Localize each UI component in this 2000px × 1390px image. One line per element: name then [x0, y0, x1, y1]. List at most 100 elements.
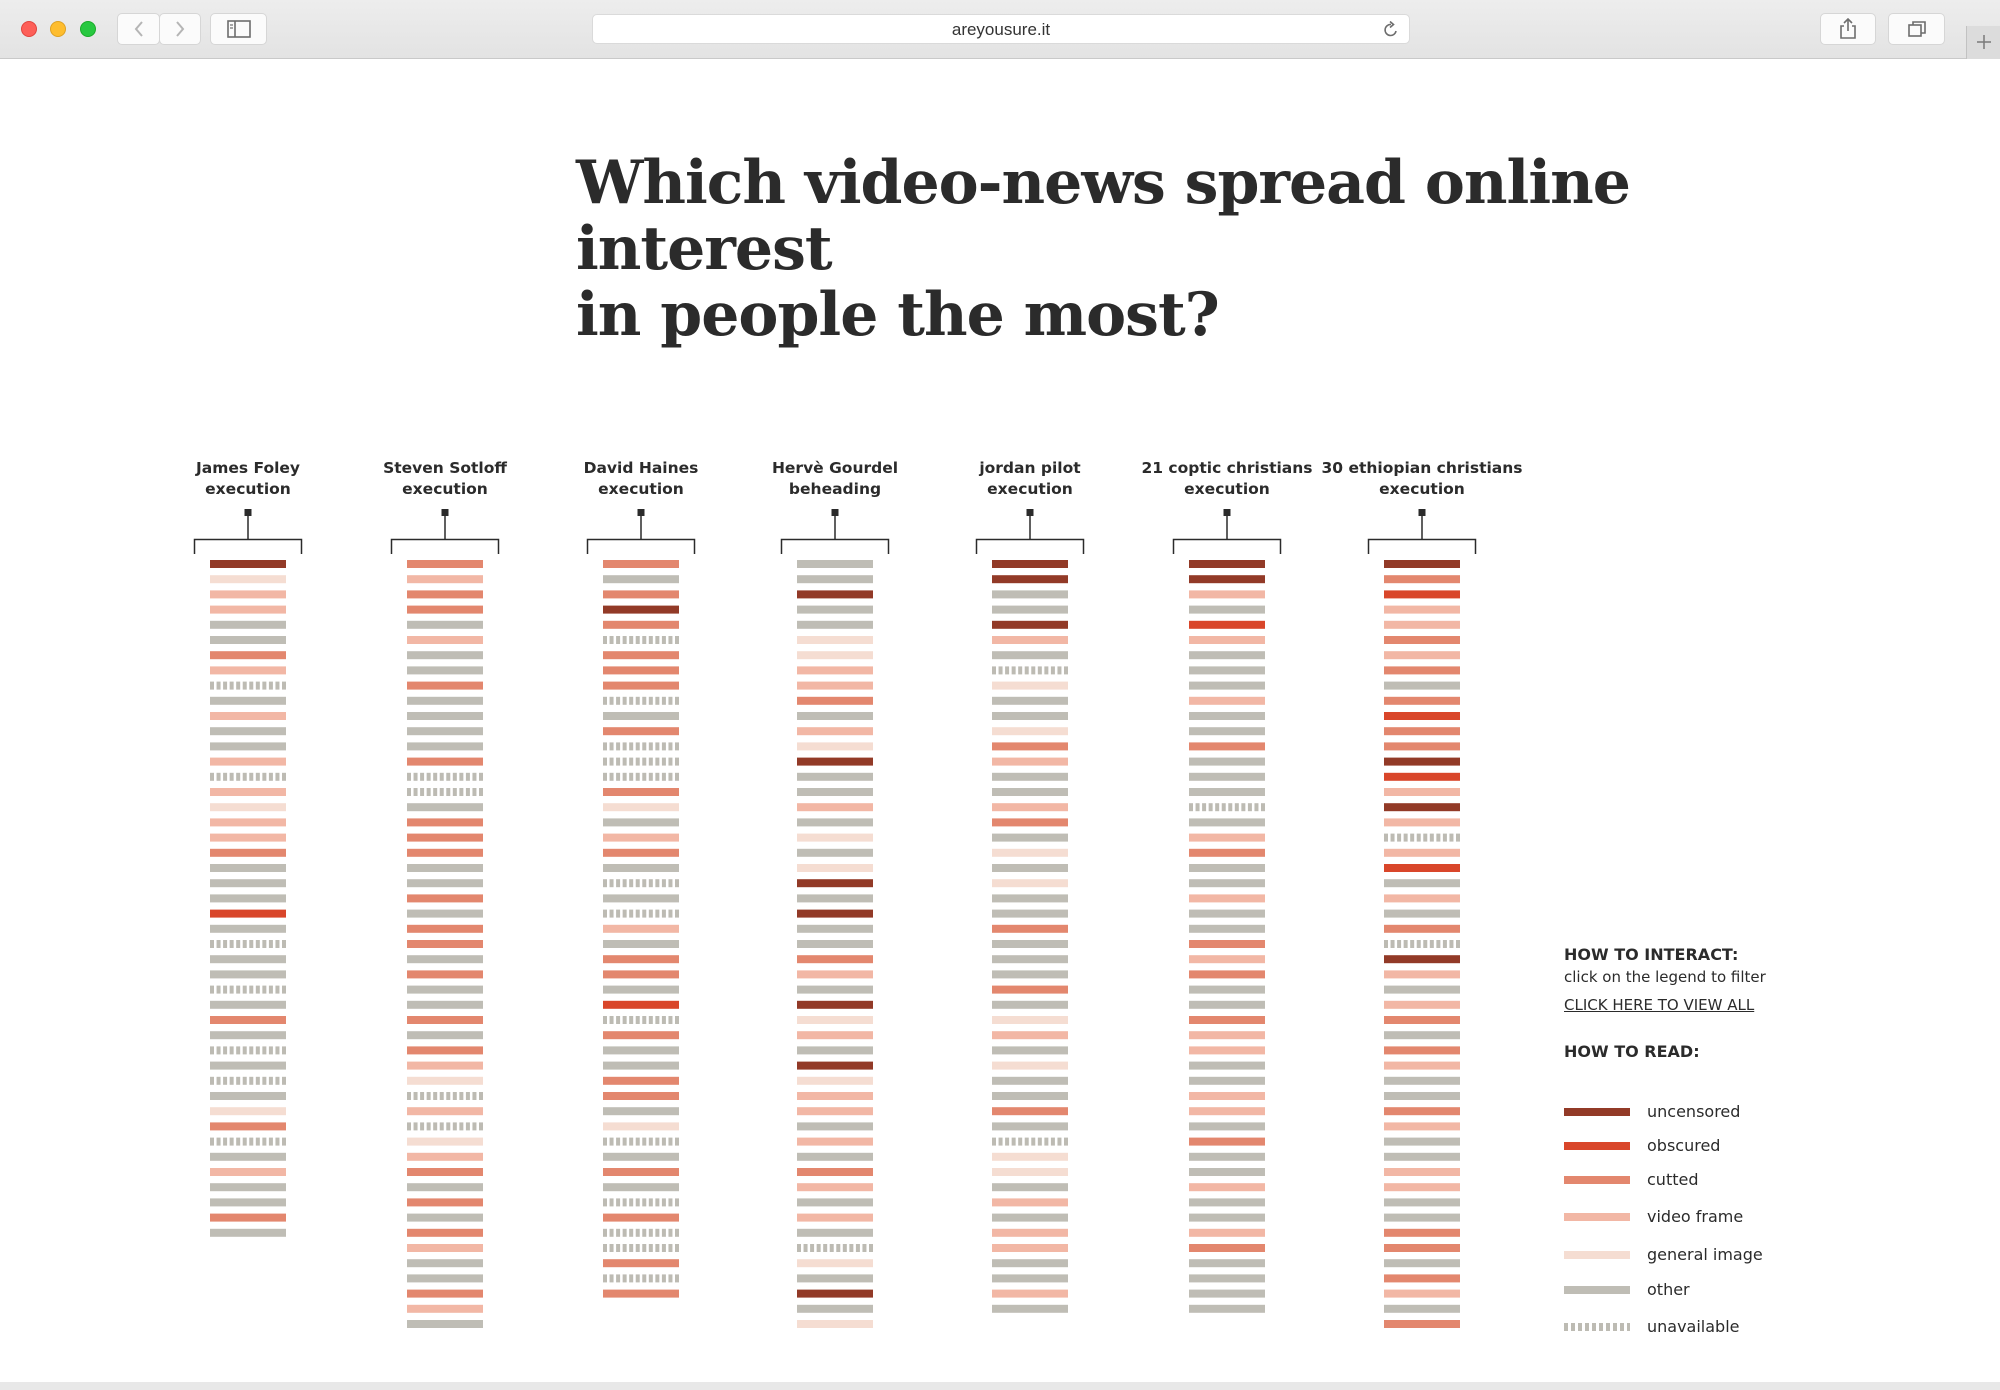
bar-unavailable[interactable]: [603, 1137, 679, 1146]
bar-unavailable[interactable]: [603, 696, 679, 705]
bar-cutted[interactable]: [603, 590, 679, 599]
bar-cutted[interactable]: [603, 1076, 679, 1085]
bar-other[interactable]: [992, 1122, 1068, 1131]
bar-other[interactable]: [992, 1183, 1068, 1192]
bar-video-frame[interactable]: [603, 924, 679, 933]
bar-other[interactable]: [407, 864, 483, 872]
bar-video-frame[interactable]: [992, 1228, 1068, 1237]
bar-video-frame[interactable]: [407, 1107, 483, 1116]
bar-video-frame[interactable]: [1384, 1168, 1460, 1176]
bar-cutted[interactable]: [1189, 970, 1265, 979]
bar-video-frame[interactable]: [992, 1244, 1068, 1252]
bar-unavailable[interactable]: [603, 1244, 679, 1252]
bar-other[interactable]: [1189, 1213, 1265, 1222]
bar-unavailable[interactable]: [992, 666, 1068, 675]
share-button[interactable]: [1820, 13, 1876, 45]
bar-other[interactable]: [1189, 985, 1265, 994]
bar-video-frame[interactable]: [210, 590, 286, 599]
bar-obscured[interactable]: [1384, 590, 1460, 599]
bar-cutted[interactable]: [407, 970, 483, 979]
bar-other[interactable]: [407, 985, 483, 994]
bar-cutted[interactable]: [1189, 848, 1265, 857]
bar-other[interactable]: [992, 1213, 1068, 1222]
bar-video-frame[interactable]: [1384, 818, 1460, 827]
bar-other[interactable]: [992, 1259, 1068, 1268]
bar-other[interactable]: [797, 818, 873, 827]
bar-video-frame[interactable]: [1189, 833, 1265, 842]
bar-cutted[interactable]: [603, 788, 679, 796]
bar-cutted[interactable]: [797, 696, 873, 705]
bar-cutted[interactable]: [603, 651, 679, 660]
bar-video-frame[interactable]: [210, 757, 286, 766]
bar-other[interactable]: [407, 1320, 483, 1328]
bar-unavailable[interactable]: [603, 636, 679, 644]
bar-other[interactable]: [210, 894, 286, 903]
bar-other[interactable]: [797, 788, 873, 796]
bar-other[interactable]: [1384, 1152, 1460, 1161]
bar-video-frame[interactable]: [1384, 1061, 1460, 1070]
bar-video-frame[interactable]: [1384, 605, 1460, 614]
bar-other[interactable]: [1189, 909, 1265, 918]
bar-cutted[interactable]: [603, 848, 679, 857]
bar-general-image[interactable]: [797, 742, 873, 751]
bar-other[interactable]: [603, 985, 679, 994]
tabs-button[interactable]: [1888, 13, 1945, 45]
bar-other[interactable]: [1189, 772, 1265, 781]
bar-cutted[interactable]: [407, 894, 483, 903]
bar-other[interactable]: [1189, 605, 1265, 614]
bar-uncensored[interactable]: [797, 757, 873, 766]
bar-cutted[interactable]: [797, 955, 873, 964]
bar-general-image[interactable]: [210, 803, 286, 812]
bar-unavailable[interactable]: [992, 1137, 1068, 1146]
bar-other[interactable]: [797, 894, 873, 903]
bar-obscured[interactable]: [1384, 772, 1460, 781]
bar-other[interactable]: [603, 894, 679, 903]
bar-unavailable[interactable]: [603, 879, 679, 888]
bar-video-frame[interactable]: [992, 636, 1068, 644]
bar-video-frame[interactable]: [1189, 1092, 1265, 1100]
bar-unavailable[interactable]: [603, 909, 679, 918]
bar-other[interactable]: [1189, 1289, 1265, 1298]
bar-uncensored[interactable]: [797, 1289, 873, 1298]
bar-general-image[interactable]: [992, 1152, 1068, 1161]
bar-uncensored[interactable]: [603, 605, 679, 614]
bar-cutted[interactable]: [1384, 575, 1460, 584]
sidebar-button[interactable]: [210, 13, 267, 45]
bar-cutted[interactable]: [1384, 1320, 1460, 1328]
bar-cutted[interactable]: [603, 620, 679, 629]
bar-other[interactable]: [992, 955, 1068, 964]
bar-uncensored[interactable]: [992, 560, 1068, 568]
bar-cutted[interactable]: [1189, 742, 1265, 751]
bar-other[interactable]: [1384, 985, 1460, 994]
bar-video-frame[interactable]: [992, 757, 1068, 766]
bar-video-frame[interactable]: [1384, 1289, 1460, 1298]
bar-video-frame[interactable]: [797, 1183, 873, 1192]
bar-video-frame[interactable]: [797, 1107, 873, 1116]
bar-other[interactable]: [1384, 1304, 1460, 1313]
bar-unavailable[interactable]: [603, 772, 679, 781]
legend-item-cutted[interactable]: cutted: [1564, 1168, 1864, 1194]
bar-video-frame[interactable]: [210, 605, 286, 614]
bar-video-frame[interactable]: [1384, 970, 1460, 979]
bar-general-image[interactable]: [992, 727, 1068, 736]
bar-other[interactable]: [1189, 879, 1265, 888]
bar-uncensored[interactable]: [992, 620, 1068, 629]
bar-other[interactable]: [210, 1092, 286, 1100]
bar-general-image[interactable]: [992, 1168, 1068, 1176]
bar-uncensored[interactable]: [1384, 803, 1460, 812]
bar-cutted[interactable]: [1189, 940, 1265, 948]
bar-other[interactable]: [1189, 818, 1265, 827]
bar-cutted[interactable]: [603, 970, 679, 979]
bar-unavailable[interactable]: [603, 1016, 679, 1024]
bar-unavailable[interactable]: [210, 1046, 286, 1055]
bar-other[interactable]: [992, 1076, 1068, 1085]
bar-other[interactable]: [407, 651, 483, 660]
bar-obscured[interactable]: [210, 909, 286, 918]
bar-cutted[interactable]: [992, 985, 1068, 994]
bar-other[interactable]: [210, 1152, 286, 1161]
bar-cutted[interactable]: [603, 727, 679, 736]
bar-other[interactable]: [603, 818, 679, 827]
bar-video-frame[interactable]: [210, 1168, 286, 1176]
bar-other[interactable]: [603, 1152, 679, 1161]
bar-cutted[interactable]: [210, 848, 286, 857]
